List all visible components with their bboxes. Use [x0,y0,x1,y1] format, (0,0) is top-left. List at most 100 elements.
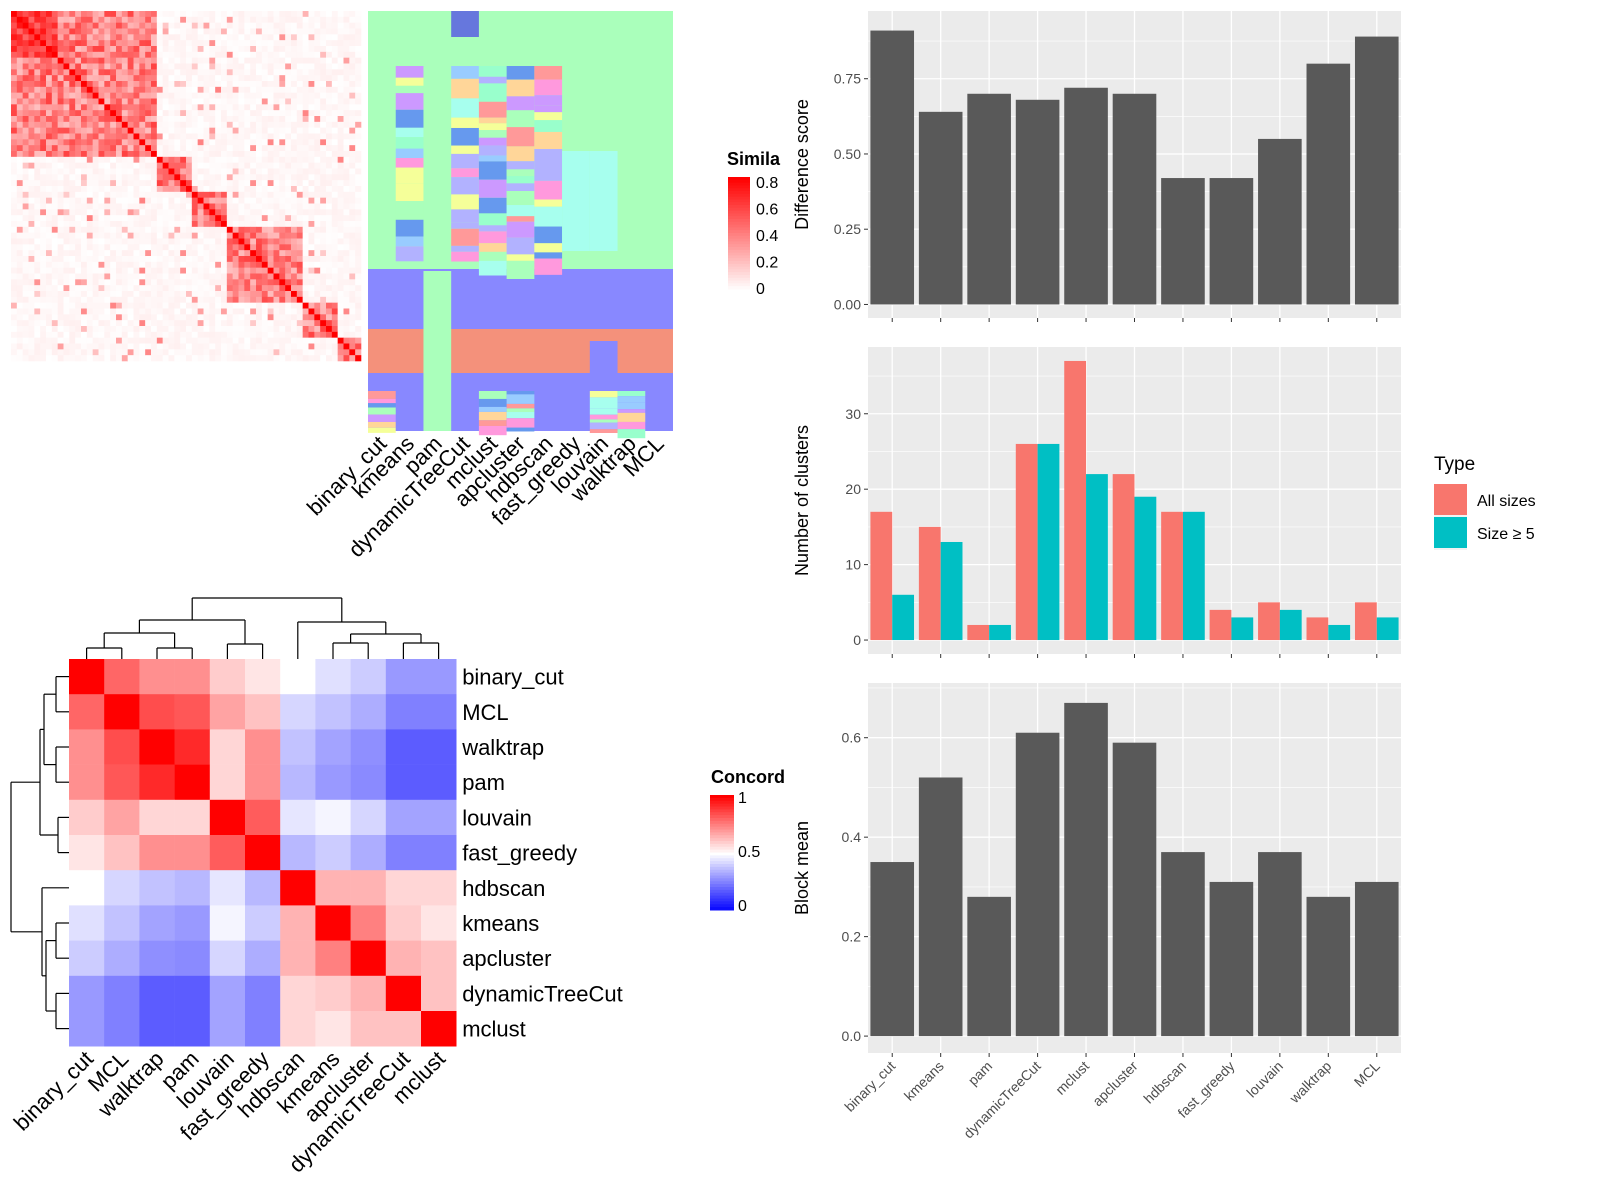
cluster-cell [506,254,535,261]
similarity-cell [186,244,193,251]
similarity-legend-stop [728,213,750,217]
similarity-cell [209,314,216,321]
similarity-cell [69,302,76,309]
similarity-cell [133,28,140,35]
similarity-cell [244,326,251,333]
similarity-cell [168,57,175,64]
similarity-cell [186,127,193,134]
similarity-cell [256,238,263,245]
similarity-cell [75,349,82,356]
similarity-cell [69,139,76,146]
similarity-cell [127,174,134,181]
similarity-cell [63,355,70,362]
similarity-cell [127,40,134,47]
similarity-cell [116,127,123,134]
similarity-cell [92,63,99,70]
similarity-cell [133,22,140,29]
similarity-cell [314,337,321,344]
similarity-cell [40,151,47,158]
similarity-cell [180,302,187,309]
similarity-cell [250,244,257,251]
similarity-cell [40,349,47,356]
similarity-cell [75,156,82,163]
similarity-cell [308,343,315,350]
concordance-cell [385,870,422,906]
concordance-cell [174,694,211,730]
similarity-cell [256,145,263,152]
similarity-cell [343,238,350,245]
concordance-cell [174,1011,211,1047]
similarity-cell [151,11,158,18]
similarity-cell [11,296,18,303]
similarity-cell [139,162,146,169]
similarity-cell [63,279,70,286]
similarity-cell [343,308,350,315]
similarity-cell [203,256,210,263]
similarity-cell [28,343,35,350]
cluster-cell [506,110,535,128]
similarity-cell [232,162,239,169]
similarity-cell [28,168,35,175]
concordance-cell [174,905,211,941]
cluster-cell [589,419,618,423]
similarity-cell [145,197,152,204]
similarity-cell [69,197,76,204]
similarity-cell [34,11,41,18]
similarity-cell [302,46,309,53]
similarity-cell [349,104,356,111]
similarity-cell [180,57,187,64]
similarity-cell [326,186,333,193]
similarity-cell [11,151,18,158]
similarity-cell [191,69,198,76]
similarity-cell [133,337,140,344]
similarity-cell [34,75,41,82]
similarity-cell [279,104,286,111]
similarity-cell [151,46,158,53]
similarity-cell [209,267,216,274]
similarity-cell [349,337,356,344]
similarity-cell [104,273,111,280]
similarity-cell [291,151,298,158]
similarity-cell [291,28,298,35]
similarity-cell [75,197,82,204]
similarity-cell [180,215,187,222]
similarity-cell [244,63,251,70]
similarity-cell [81,75,88,82]
similarity-cell [256,81,263,88]
similarity-cell [267,69,274,76]
similarity-cell [180,186,187,193]
similarity-cell [273,226,280,233]
similarity-cell [156,209,163,216]
similarity-cell [11,57,18,64]
similarity-cell [22,244,29,251]
similarity-cell [121,139,128,146]
similarity-cell [139,121,146,128]
similarity-cell [81,291,88,298]
similarity-cell [151,133,158,140]
similarity-cell [104,16,111,23]
similarity-cell [86,127,93,134]
similarity-cell [273,22,280,29]
similarity-cell [151,75,158,82]
similarity-cell [343,215,350,222]
similarity-cell [355,279,362,286]
similarity-cell [279,16,286,23]
bar-size-5 [1376,617,1399,641]
similarity-cell [174,238,181,245]
similarity-cell [51,98,58,105]
similarity-cell [110,139,117,146]
similarity-cell [326,57,333,64]
similarity-cell [226,86,233,93]
similarity-cell [86,174,93,181]
similarity-cell [145,180,152,187]
similarity-cell [156,75,163,82]
similarity-cell [261,81,268,88]
concordance-cell [315,1011,351,1047]
similarity-cell [86,291,93,298]
cluster-cell [506,96,535,111]
similarity-cell [355,191,362,198]
similarity-cell [355,75,362,82]
similarity-cell [151,215,158,222]
similarity-cell [279,285,286,292]
